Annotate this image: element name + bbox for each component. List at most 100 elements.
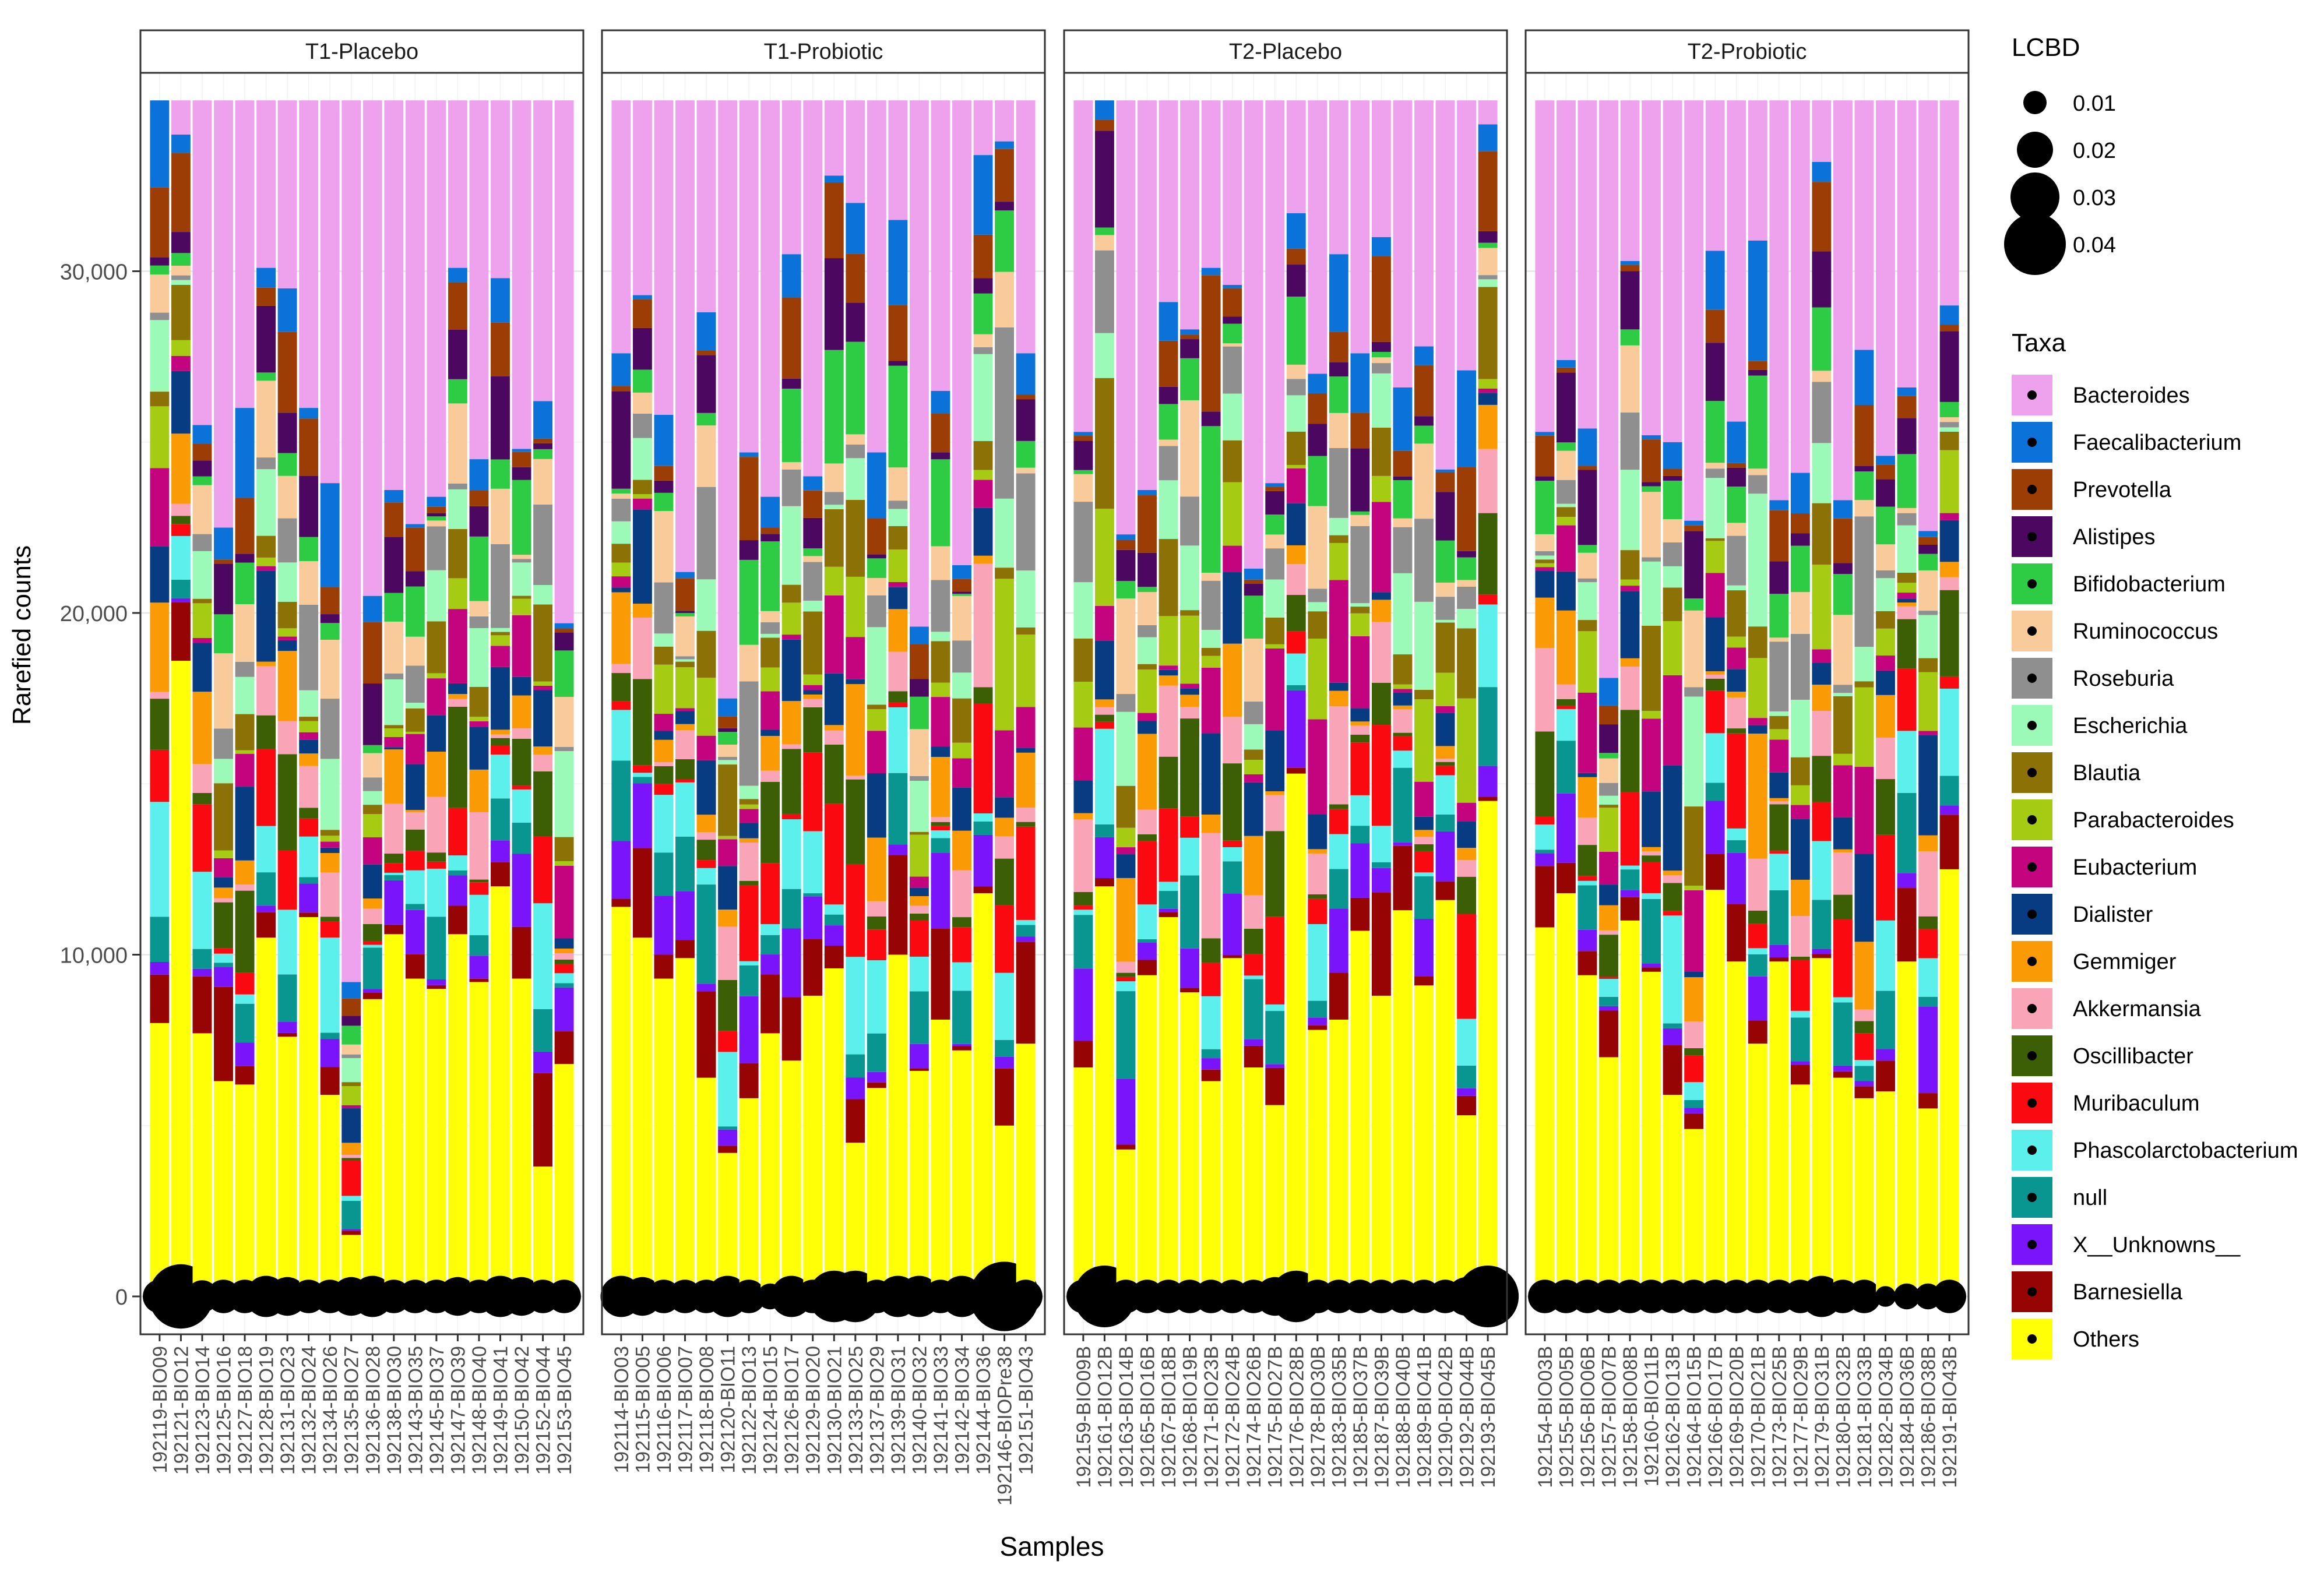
- bar-segment: [1727, 828, 1746, 841]
- bar-segment: [277, 100, 297, 288]
- x-tick-label: 192170-BIO21B: [1747, 1346, 1769, 1488]
- bar-segment: [1138, 942, 1157, 960]
- bar-segment: [1577, 773, 1597, 777]
- bar-segment: [192, 764, 212, 793]
- bar-segment: [1201, 648, 1221, 656]
- bar-segment: [1244, 1067, 1263, 1296]
- bar-segment: [1833, 696, 1853, 754]
- bar-segment: [1094, 119, 1114, 131]
- bar-segment: [760, 667, 780, 692]
- bar-segment: [1577, 470, 1597, 545]
- bar-segment: [718, 698, 738, 717]
- bar-segment: [1138, 975, 1157, 1296]
- bar-segment: [1244, 749, 1263, 760]
- bar-segment: [554, 1031, 574, 1065]
- bar-segment: [931, 1019, 950, 1296]
- bar-segment: [1812, 711, 1832, 756]
- bar-segment: [512, 452, 531, 467]
- bar-segment: [1094, 721, 1114, 729]
- bar-segment: [469, 459, 489, 491]
- bar-segment: [1642, 439, 1661, 482]
- bar-segment: [512, 822, 531, 854]
- bar-segment: [1556, 709, 1576, 741]
- bar-segment: [1897, 792, 1917, 873]
- bar-segment: [1727, 728, 1746, 734]
- bar-segment: [192, 643, 212, 692]
- bar-segment: [1286, 595, 1306, 632]
- x-tick-label: 192117-BIO07: [675, 1346, 697, 1474]
- bar-segment: [1577, 100, 1597, 429]
- bar-segment: [760, 528, 780, 534]
- bar-segment: [1854, 854, 1874, 942]
- bar-segment: [1854, 1021, 1874, 1034]
- bar-segment: [1478, 388, 1498, 393]
- bar-segment: [1393, 692, 1413, 706]
- bar-segment: [1159, 665, 1178, 670]
- bar-segment: [1556, 503, 1576, 507]
- bar-segment: [1535, 476, 1555, 481]
- bar-segment: [909, 776, 929, 781]
- bar-segment: [1599, 1006, 1618, 1011]
- bar-segment: [1180, 100, 1200, 330]
- bar-segment: [1620, 550, 1640, 580]
- bar-segment: [1642, 851, 1661, 856]
- bar-segment: [1244, 782, 1263, 836]
- bar-segment: [1918, 615, 1938, 658]
- bar-segment: [1286, 100, 1306, 213]
- bar-segment: [1414, 876, 1434, 919]
- bar-segment: [171, 661, 191, 1296]
- bar-segment: [1854, 405, 1874, 466]
- bar-segment: [696, 312, 716, 351]
- bar-segment: [909, 100, 929, 627]
- bar-segment: [973, 278, 993, 294]
- bar-segment: [1308, 638, 1328, 720]
- bar-segment: [1371, 600, 1391, 622]
- bar-segment: [1371, 592, 1391, 600]
- bar-segment: [739, 809, 759, 823]
- x-tick-label: 192154-BIO03B: [1534, 1346, 1557, 1488]
- bar-segment: [150, 802, 170, 917]
- bar-segment: [150, 468, 170, 547]
- taxa-legend-dot: [2027, 438, 2037, 447]
- bar-segment: [384, 537, 404, 593]
- bar-segment: [1769, 510, 1789, 562]
- bar-segment: [533, 903, 553, 1009]
- bar-segment: [1371, 995, 1391, 1296]
- bar-segment: [1094, 605, 1114, 641]
- bar-segment: [803, 896, 823, 939]
- x-tick-label: 192182-BIO34B: [1875, 1346, 1897, 1488]
- bar-segment: [1244, 595, 1263, 639]
- bar-segment: [973, 563, 993, 688]
- bar-segment: [1478, 796, 1498, 801]
- bar-segment: [1705, 678, 1725, 691]
- bar-segment: [299, 818, 319, 837]
- bar-segment: [1535, 435, 1555, 477]
- bar-segment: [469, 717, 489, 721]
- bar-segment: [554, 953, 574, 960]
- bar-segment: [491, 745, 510, 755]
- bar-segment: [1684, 1055, 1704, 1083]
- bar-segment: [760, 924, 780, 935]
- bar-segment: [611, 710, 631, 761]
- bar-segment: [632, 617, 652, 679]
- bar-segment: [973, 334, 993, 347]
- bar-segment: [1876, 506, 1895, 545]
- bar-segment: [952, 1044, 971, 1046]
- bar-segment: [1286, 297, 1306, 365]
- x-tick-label: 192186-BIO38B: [1918, 1346, 1940, 1488]
- bar-segment: [867, 558, 886, 578]
- bar-segment: [846, 499, 865, 577]
- bar-segment: [1308, 924, 1328, 1001]
- bar-segment: [277, 628, 297, 637]
- bar-segment: [192, 1033, 212, 1296]
- lcbd-legend-label: 0.03: [2073, 186, 2116, 210]
- bar-segment: [1790, 1017, 1810, 1062]
- bar-segment: [973, 813, 993, 822]
- bar-segment: [1478, 231, 1498, 243]
- bar-segment: [1223, 343, 1242, 347]
- bar-segment: [867, 731, 886, 774]
- bar-segment: [1727, 733, 1746, 829]
- bar-segment: [1201, 630, 1221, 648]
- bar-segment: [469, 879, 489, 883]
- bar-segment: [1897, 731, 1917, 793]
